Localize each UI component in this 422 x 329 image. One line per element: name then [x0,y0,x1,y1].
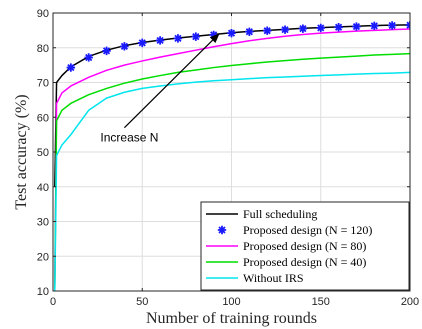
x-tick-label: 50 [136,296,148,308]
series-3-line [54,52,410,288]
y-tick-label: 90 [37,8,49,20]
x-tick-label: 0 [50,296,56,308]
legend-entry: Proposed design (N = 40) [243,255,366,269]
annotation-arrow [123,33,220,129]
y-tick-label: 70 [37,78,49,90]
series-1-point [173,34,183,43]
y-tick-label: 10 [37,286,49,298]
series-1-point [138,38,147,48]
series-1-point [120,42,129,51]
annotation: Increase N [100,33,220,145]
series-1-point [191,32,200,41]
y-tick-label: 20 [37,251,49,263]
series-2-line [54,28,410,285]
series-1-point [334,23,343,32]
series-1-point [387,21,397,30]
y-tick-label: 50 [37,147,49,159]
axis-ticks: 0 50 100 150 200 10 20 30 40 50 60 70 80 90 [37,8,419,308]
series-1-point [263,26,272,35]
series-1-point [209,30,218,40]
series-1-point [370,21,379,31]
series-1-point [298,24,308,33]
series-1-point [66,63,76,72]
series-1-point [227,28,236,38]
y-axis-label: Test accuracy (%) [13,94,30,209]
legend-entry: Proposed design (N = 80) [243,239,366,253]
series-1-point [316,23,325,33]
legend-entry: Without IRS [243,271,304,285]
series-1-point [245,27,254,36]
series-1-point [155,36,165,45]
series-4-line [54,71,410,291]
x-tick-label: 100 [222,296,240,308]
legend-entry: Full scheduling [243,207,317,221]
y-tick-label: 80 [37,43,49,55]
annotation-text: Increase N [100,131,158,145]
series-1-point [352,22,361,31]
legend: Full scheduling Proposed design (N = 120)… [200,201,410,291]
series-1-point [84,53,93,62]
y-tick-label: 40 [37,182,49,194]
legend-entry: Proposed design (N = 120) [243,223,372,237]
x-tick-label: 150 [312,296,330,308]
legend-symbol [217,225,227,235]
series-1-point [102,46,111,56]
series-1-point [280,25,290,34]
x-axis-label: Number of training rounds [146,310,317,327]
x-tick-label: 200 [401,296,419,308]
y-tick-label: 60 [37,112,49,124]
y-tick-label: 30 [37,217,49,229]
